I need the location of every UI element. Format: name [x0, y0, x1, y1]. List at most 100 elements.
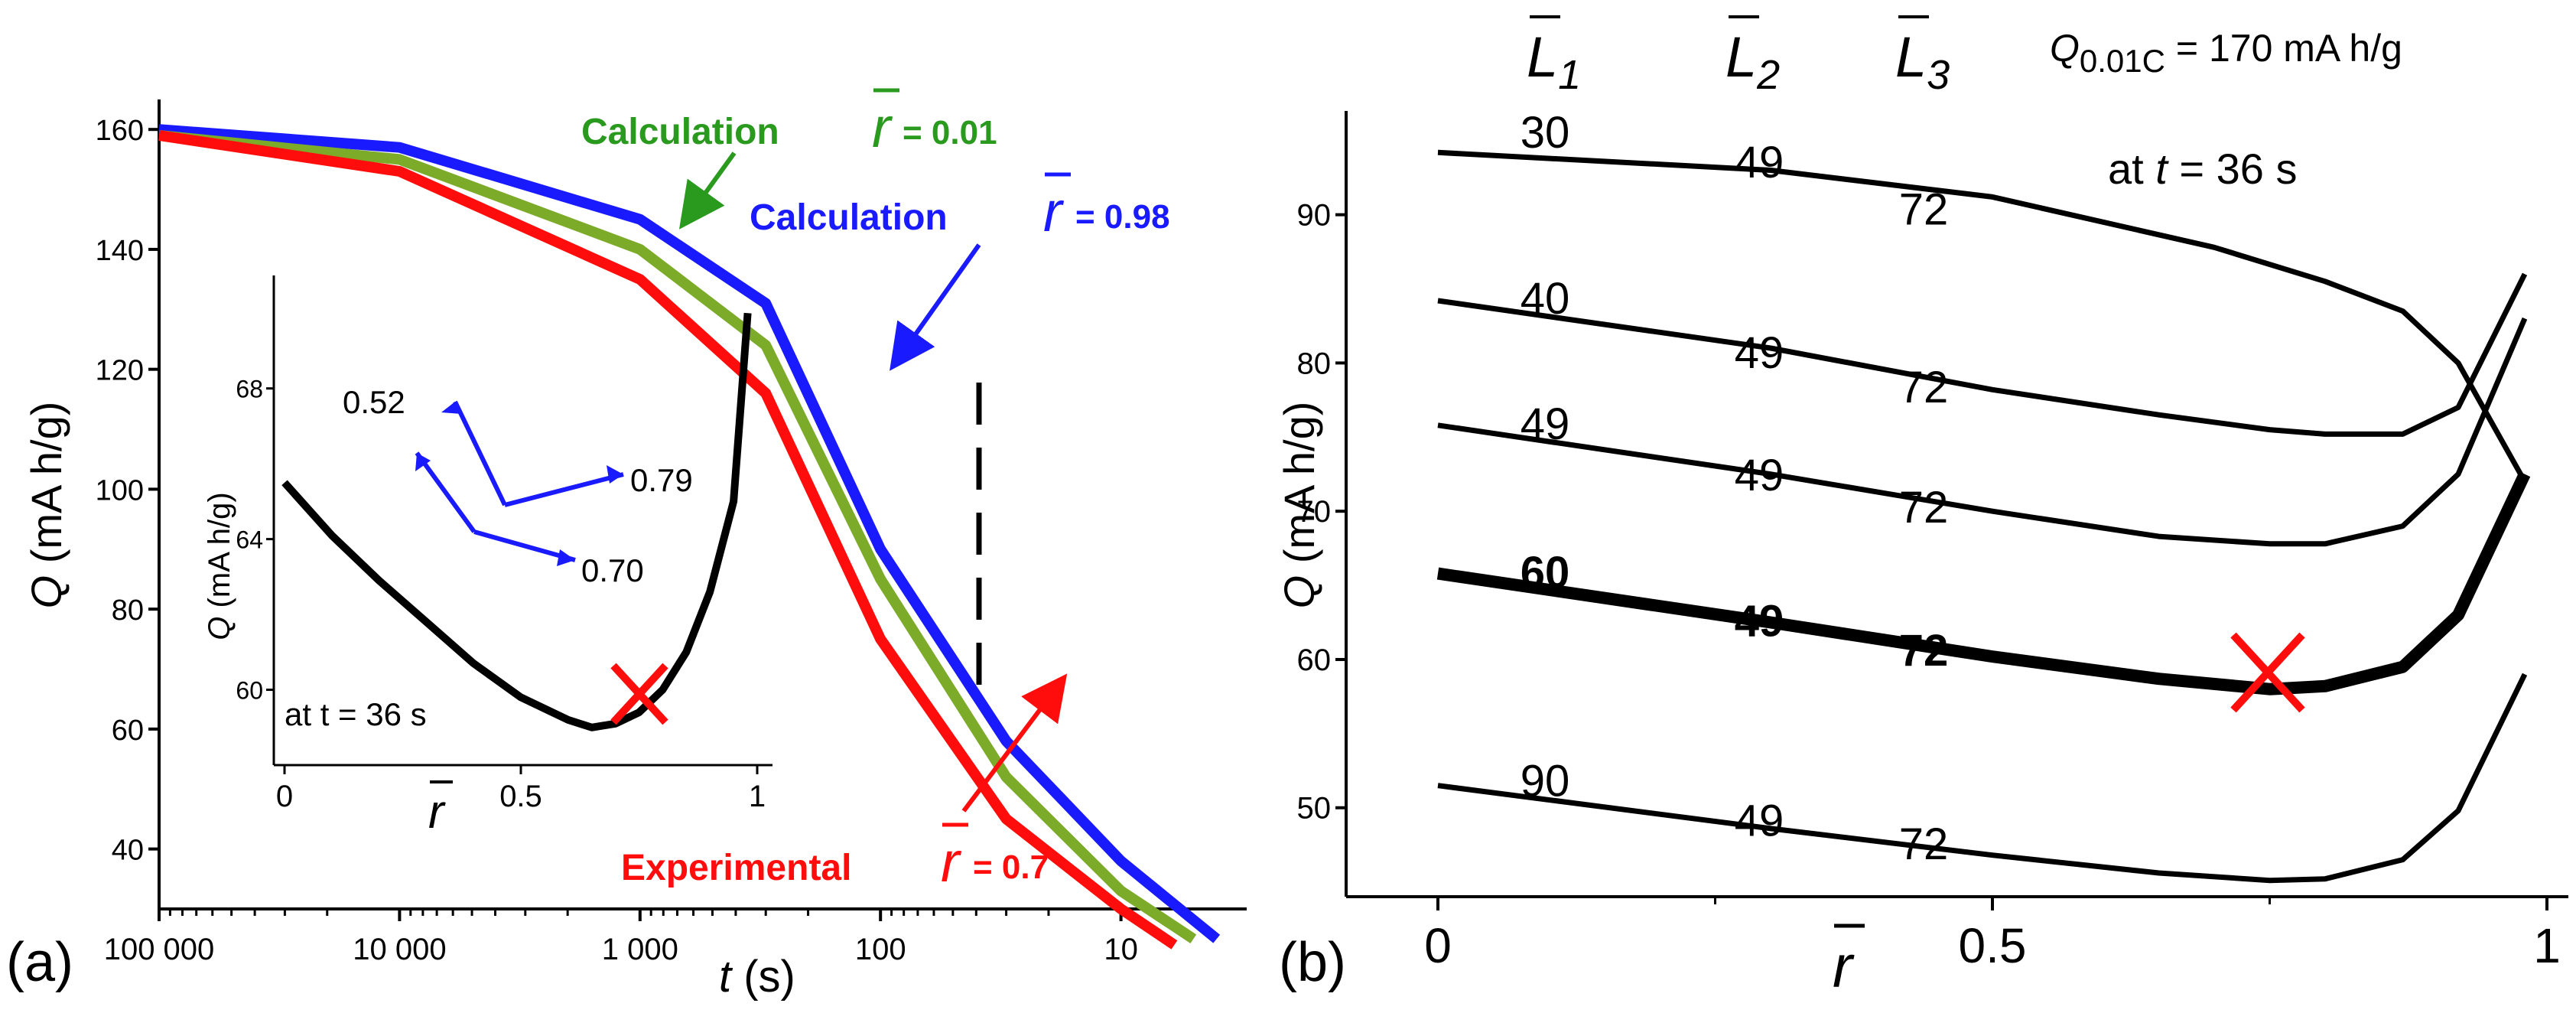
panel-b-minimum-marker [2230, 632, 2305, 713]
inset-y-unit: (mA h/g) [203, 492, 236, 616]
inset-x-tick-label: 1 [749, 780, 766, 813]
panel-b-series-line-3 [1437, 317, 2528, 547]
panel-b-y-tick-label: 60 [1297, 643, 1332, 677]
panel-b-curve-label: 72 [1899, 626, 1949, 676]
panel-a-x-tick-label: 1 000 [602, 933, 678, 966]
panel-b-curve-label: 49 [1735, 328, 1784, 378]
panel-a-y-axis-label: Q (mA h/g) [22, 402, 70, 609]
panel-a-y-tick-label: 60 [112, 715, 144, 747]
q-value: = 170 mA h/g [2165, 27, 2402, 70]
inset-x-axis-label: r [428, 780, 453, 839]
panel-b-x-var: r [1833, 933, 1855, 1000]
inset-x-tick-label: 0.5 [499, 780, 542, 813]
inset-y-tick-label: 60 [236, 677, 263, 705]
panel-a-y-tick-label: 120 [96, 355, 144, 387]
L2-sub: 2 [1756, 52, 1780, 98]
L1-letter: L [1527, 25, 1558, 89]
panel-b-curve-label: 72 [1899, 184, 1949, 234]
panel-a-x-tick-label: 10 [1104, 933, 1138, 966]
panel-b-y-tick-label: 70 [1297, 495, 1332, 529]
panel-b-curve-label: 49 [1735, 451, 1784, 500]
panel-b-x-tick-label: 0 [1424, 918, 1452, 973]
panel-b-curve-label: 72 [1899, 819, 1949, 869]
panel-a-series [158, 124, 1221, 949]
rbar-symbol-2: r [1043, 180, 1065, 243]
q-subscript: 0.01C [2080, 43, 2165, 79]
inset-minimum-marker [610, 663, 668, 725]
inset-label-070: 0.70 [581, 552, 644, 588]
inset-blue-arrows [415, 400, 624, 562]
inset-y-var: Q [203, 617, 236, 640]
annotation-rbar-1: r = 0.01 [872, 88, 997, 159]
panel-b-curve-label: 72 [1899, 483, 1949, 533]
panel-b-y-tick-label: 80 [1297, 347, 1332, 380]
panel-b-header-L: L1 L2 L3 [1527, 15, 1950, 98]
panel-a-x-axis-label: t (s) [719, 952, 795, 1002]
panel-a-y-var: Q [22, 575, 70, 609]
panel-b-x-tick-label: 1 [2533, 918, 2561, 973]
panel-b-curve-label: 72 [1899, 363, 1949, 412]
panel-b-curve-label: 49 [1735, 596, 1784, 646]
panel-b-y-var: Q [1275, 575, 1323, 609]
inset-x-tick-label: 0 [276, 780, 293, 813]
panel-a-x-var: t [719, 952, 733, 1002]
panel-b-y-unit: (mA h/g) [1275, 402, 1323, 575]
panel-b-curve-label: 40 [1521, 274, 1570, 324]
panel-b-series-line-2 [1437, 272, 2528, 437]
panel-b-x-ticks: 0 0.5 1 [1424, 897, 2561, 973]
annotation-calculation-2: Calculation [750, 197, 948, 238]
panel-a-y-unit: (mA h/g) [22, 402, 70, 575]
panel-b-curve-label: 49 [1735, 138, 1784, 187]
inset-series-line [281, 312, 752, 731]
panel-b-series-line-4 [1436, 471, 2531, 695]
rbar-value-1: = 0.01 [903, 114, 997, 151]
panel-a-series-line-1 [158, 124, 1221, 943]
inset-label-052: 0.52 [343, 384, 405, 420]
time-post: = 36 s [2168, 145, 2298, 193]
panel-b-y-tick-label: 50 [1297, 792, 1332, 826]
panel-a-y-tick-label: 140 [96, 235, 144, 267]
panel-b-series-line-1 [1437, 149, 2528, 484]
L2-letter: L [1725, 25, 1757, 89]
panel-b-y-tick-label: 90 [1297, 199, 1332, 233]
annotation-experimental: Experimental [621, 848, 851, 888]
panel-a-x-tick-label: 10 000 [353, 933, 446, 966]
inset-y-axis-label: Q (mA h/g) [203, 492, 236, 640]
L2-label: L2 [1725, 25, 1780, 98]
panel-b-time-label: at t = 36 s [2108, 145, 2298, 193]
L3-sub: 3 [1927, 52, 1950, 98]
panel-b-q-label: Q0.01C = 170 mA h/g [2050, 27, 2402, 79]
inset-x-ticks: 0 0.5 1 [276, 765, 766, 813]
panel-b-curve-label: 30 [1521, 108, 1570, 158]
L1-label: L1 [1527, 25, 1581, 98]
inset-series [281, 312, 752, 731]
annotation-rbar-2: r = 0.98 [1043, 172, 1170, 243]
inset-time-label: at t = 36 s [285, 696, 427, 732]
panel-b-x-axis-label: r [1833, 923, 1865, 1000]
inset-y-ticks: 60 64 68 [236, 376, 274, 705]
panel-b-x-tick-label: 0.5 [1959, 918, 2027, 973]
panel-b-curve-label: 90 [1521, 756, 1570, 806]
panel-b-series-line-5 [1437, 673, 2528, 884]
inset-y-tick-label: 68 [236, 376, 263, 403]
time-var: t [2155, 145, 2169, 193]
panel-a-series-line-3 [158, 130, 1178, 949]
panel-b-y-ticks: 50 60 70 80 90 [1297, 199, 1346, 826]
panel-b-label: (b) [1279, 932, 1346, 993]
L3-letter: L [1895, 25, 1927, 89]
arrow-experimental [961, 673, 1068, 813]
panel-a-x-unit: (s) [731, 952, 795, 1002]
rbar-symbol-1: r [872, 96, 893, 159]
panel-a-x-tick-label: 100 [855, 933, 906, 966]
panel-a-x-ticks: 100 000 10 000 1 000 100 10 [104, 909, 1138, 966]
annotation-calculation-1: Calculation [581, 112, 779, 152]
q-letter: Q [2050, 27, 2080, 70]
panel-b-curve-label: 60 [1521, 548, 1570, 598]
annotation-rbar-3: r = 0.7 [941, 822, 1049, 894]
time-pre: at [2108, 145, 2155, 193]
panel-a-y-tick-label: 160 [96, 115, 144, 147]
inset-label-079: 0.79 [630, 462, 693, 498]
